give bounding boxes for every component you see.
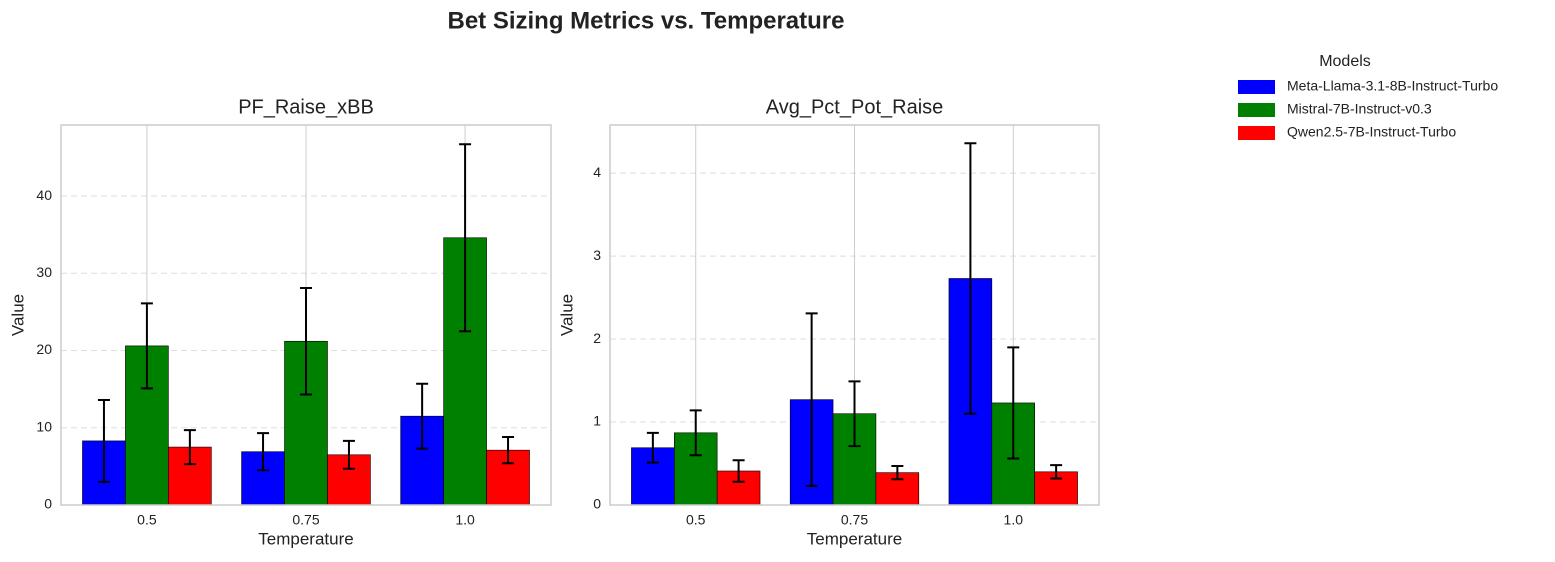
y-tick-label: 3	[593, 247, 601, 263]
figure-title: Bet Sizing Metrics vs. Temperature	[447, 7, 844, 34]
error-bar	[300, 286, 312, 396]
x-tick-label: 0.5	[137, 512, 157, 528]
y-tick-label: 10	[36, 418, 52, 434]
error-bar	[416, 382, 429, 450]
legend-label: Mistral-7B-Instruct-v0.3	[1287, 101, 1432, 117]
y-tick-label: 1	[593, 413, 601, 429]
y-tick-label: 30	[36, 264, 52, 280]
error-bar	[342, 439, 355, 470]
error-bar	[97, 398, 110, 483]
y-tick-label: 40	[36, 187, 52, 203]
y-tick-label: 2	[593, 330, 601, 346]
error-bar	[689, 409, 702, 457]
error-bar	[848, 380, 861, 448]
x-tick-label: 1.0	[455, 512, 475, 528]
x-tick-label: 0.75	[292, 512, 319, 528]
y-tick-label: 0	[44, 496, 52, 512]
error-bar	[1007, 346, 1020, 460]
x-tick-label: 0.75	[841, 512, 868, 528]
legend-swatch	[1238, 103, 1275, 117]
axes-frame	[609, 124, 1100, 506]
legend-label: Qwen2.5-7B-Instruct-Turbo	[1287, 124, 1456, 140]
x-axis-label: Temperature	[807, 529, 902, 548]
error-bar	[805, 312, 818, 487]
y-axis-label: Value	[557, 294, 576, 336]
x-axis-label: Temperature	[258, 529, 353, 548]
axes-frame	[60, 124, 552, 506]
legend-label: Meta-Llama-3.1-8B-Instruct-Turbo	[1287, 78, 1498, 94]
error-bar	[502, 436, 515, 465]
legend-swatch	[1238, 126, 1275, 140]
legend-swatch	[1238, 80, 1275, 94]
error-bar	[1050, 464, 1063, 480]
error-bar	[646, 431, 659, 464]
error-bar	[891, 465, 904, 481]
subplot-title: Avg_Pct_Pot_Raise	[766, 96, 944, 118]
y-axis-label: Value	[8, 294, 27, 336]
error-bar	[459, 143, 472, 333]
x-tick-label: 1.0	[1004, 512, 1024, 528]
subplot-title: PF_Raise_xBB	[238, 96, 374, 118]
error-bar	[183, 429, 196, 466]
y-tick-label: 0	[593, 496, 601, 512]
y-tick-label: 20	[36, 341, 52, 357]
legend-title: Models	[1319, 53, 1371, 70]
error-bar	[732, 459, 745, 483]
x-tick-label: 0.5	[686, 512, 706, 528]
error-bar	[964, 142, 977, 415]
error-bar	[140, 302, 153, 390]
error-bar	[257, 432, 270, 472]
y-tick-label: 4	[593, 164, 601, 180]
